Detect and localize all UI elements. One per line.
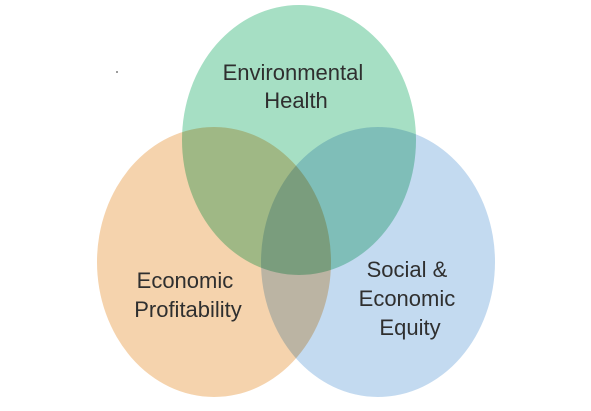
- label-environmental-health: Environmental Health: [223, 60, 370, 113]
- label-economic-line-1: Economic: [137, 268, 234, 293]
- label-social-line-2: Economic: [359, 286, 456, 311]
- circle-environmental-health: [182, 5, 416, 275]
- stray-dot: [116, 71, 118, 73]
- label-social-line-1: Social &: [367, 257, 448, 282]
- label-economic-line-2: Profitability: [134, 297, 242, 322]
- label-economic-profitability: Economic Profitability: [134, 268, 242, 322]
- label-environmental-line-1: Environmental: [223, 60, 364, 85]
- label-environmental-line-2: Health: [264, 88, 328, 113]
- label-social-economic-equity: Social & Economic Equity: [359, 257, 462, 340]
- label-social-line-3: Equity: [379, 315, 440, 340]
- circles-group: [97, 5, 495, 397]
- labels-group: Environmental Health Economic Profitabil…: [134, 60, 462, 340]
